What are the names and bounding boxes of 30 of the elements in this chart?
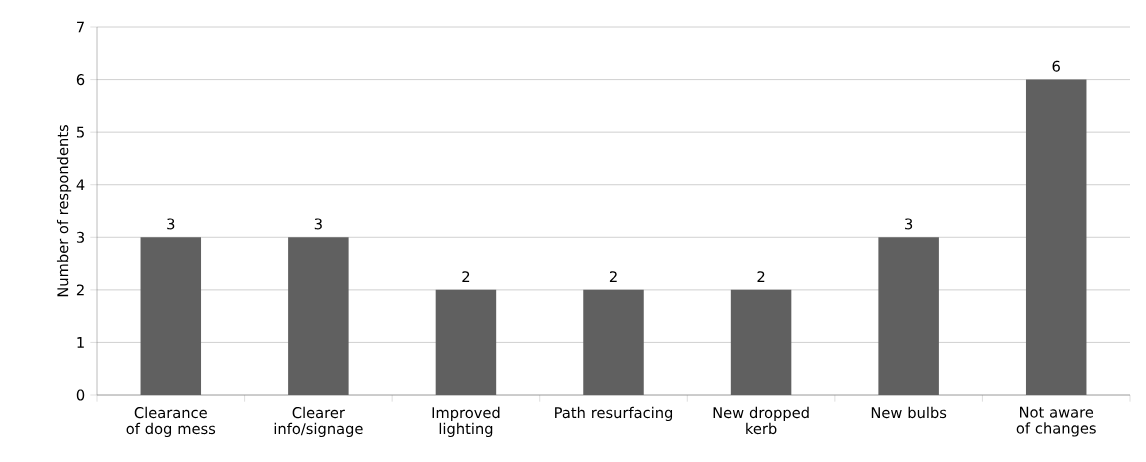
data-label: 6: [1052, 60, 1060, 72]
y-axis-title: Number of respondents: [56, 125, 72, 297]
bar: [435, 289, 497, 395]
x-tick-label: Path resurfacing: [555, 406, 673, 422]
y-tick-label: 3: [76, 231, 85, 243]
bar: [1025, 79, 1087, 395]
data-label: 2: [462, 271, 470, 283]
data-label: 3: [905, 218, 913, 230]
x-tick-label: New dropped kerb: [713, 406, 809, 435]
y-tick-label: 5: [76, 126, 84, 138]
data-label: 2: [609, 271, 617, 283]
y-tick-label: 2: [76, 284, 84, 296]
bar: [288, 237, 349, 395]
data-label: 3: [167, 218, 175, 230]
bar: [878, 237, 939, 395]
bar: [583, 289, 644, 395]
x-tick-label: Improved lighting: [432, 406, 500, 438]
data-label: 3: [314, 218, 322, 230]
y-tick-label: 7: [77, 21, 84, 33]
y-tick-label: 6: [76, 74, 85, 86]
x-tick-label: Not aware of changes: [1016, 406, 1096, 437]
x-tick-label: Clearer info/signage: [274, 406, 363, 438]
y-tick-label: 4: [76, 179, 85, 191]
bar: [140, 237, 202, 395]
y-tick-label: 1: [77, 337, 84, 348]
y-tick-label: 0: [76, 389, 85, 401]
bar: [730, 289, 792, 395]
x-tick-label: New bulbs: [871, 406, 947, 419]
data-label: 2: [757, 271, 765, 283]
x-tick-label: Clearance of dog mess: [126, 406, 216, 438]
